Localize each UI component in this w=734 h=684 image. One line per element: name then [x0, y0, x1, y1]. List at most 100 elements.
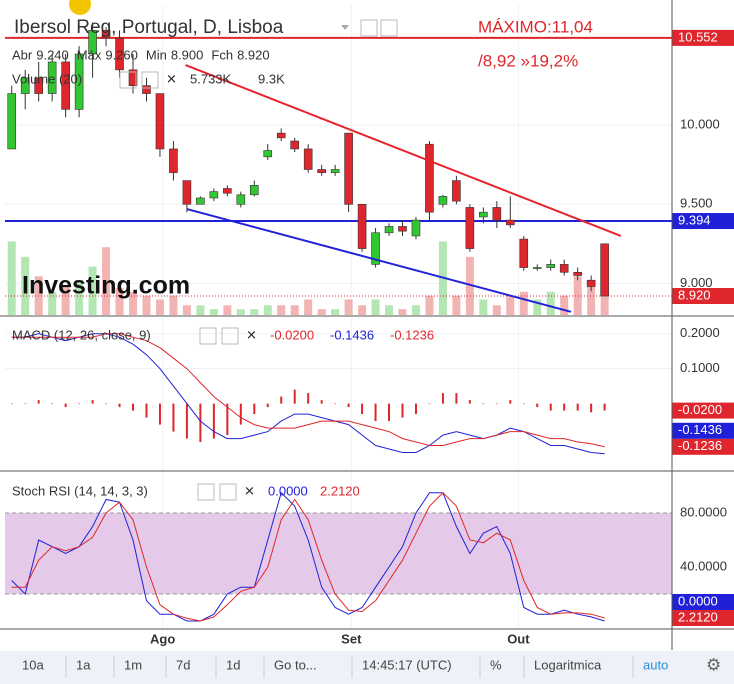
toolbar-button[interactable]: 1a: [76, 657, 91, 672]
settings-icon[interactable]: [380, 19, 398, 37]
candle-body: [34, 77, 43, 94]
settings-icon[interactable]: [199, 327, 217, 345]
volume-title: Volume (20): [12, 71, 82, 86]
histogram-bar: [226, 403, 229, 436]
candle-body: [384, 226, 394, 234]
candle-body: [303, 148, 313, 170]
candle-body: [142, 85, 151, 94]
ohlc-value: 8.920: [237, 47, 270, 62]
volume-bar: [21, 256, 30, 315]
close-icon[interactable]: ✕: [166, 71, 177, 86]
histogram-bar: [414, 403, 417, 415]
toolbar-button[interactable]: 14:45:17 (UTC): [362, 657, 452, 672]
candle-body: [317, 169, 326, 173]
candle-body: [263, 150, 273, 158]
histogram-bar: [10, 403, 13, 405]
volume-bar: [465, 256, 474, 315]
candle-body: [479, 211, 488, 218]
settings-icon[interactable]: [219, 483, 237, 501]
band: [5, 512, 672, 594]
candle-body: [236, 194, 246, 205]
volume-bar: [75, 280, 84, 315]
candle-body: [492, 207, 502, 221]
candle-body: [344, 132, 353, 205]
histogram-bar: [212, 403, 215, 439]
settings-icon[interactable]: [221, 327, 239, 345]
histogram-bar: [455, 393, 458, 404]
ohlc-value: 9.240: [36, 47, 69, 62]
candle-body: [425, 143, 434, 213]
y-tick-label: 10.000: [680, 117, 720, 132]
volume-bar: [7, 241, 16, 315]
settings-icon[interactable]: [197, 483, 215, 501]
y-tick-label: 80.0000: [680, 504, 727, 519]
volume-bar: [182, 305, 191, 315]
histogram-bar: [118, 403, 121, 408]
volume-bar: [479, 299, 488, 315]
price-tag: [672, 402, 734, 419]
candle-body: [128, 69, 138, 86]
toolbar-button[interactable]: %: [490, 657, 502, 672]
dropdown-icon[interactable]: [341, 25, 349, 30]
volume-bar: [102, 247, 111, 315]
candle-body: [223, 188, 232, 194]
price-tag: [672, 29, 734, 46]
close-icon[interactable]: ✕: [244, 483, 255, 498]
candle-body: [249, 185, 259, 196]
trendline: [185, 64, 622, 237]
series-line: [11, 491, 605, 622]
volume-bar: [398, 309, 407, 315]
histogram-bar: [172, 403, 175, 432]
toolbar-button[interactable]: 10a: [22, 657, 44, 672]
toolbar-button[interactable]: Logaritmica: [534, 657, 602, 672]
volume-bar: [425, 295, 434, 315]
volume-bar: [196, 305, 205, 315]
ohlc-label: Fch: [211, 47, 233, 62]
histogram-bar: [185, 403, 188, 439]
candle-body: [532, 267, 542, 269]
candle-body: [155, 93, 165, 150]
histogram-bar: [158, 403, 161, 425]
pane-title: Stoch RSI (14, 14, 3, 3): [12, 483, 148, 498]
candle-body: [47, 61, 57, 94]
volume-bar: [48, 291, 57, 315]
histogram-bar: [347, 403, 350, 408]
volume-bar: [573, 276, 582, 315]
toolbar-button[interactable]: 1d: [226, 657, 240, 672]
volume-bar: [492, 305, 501, 315]
candle-body: [182, 180, 192, 205]
toolbar-button[interactable]: 7d: [176, 657, 190, 672]
series-line: [11, 491, 605, 622]
trendline: [186, 208, 572, 313]
y-tick-label: 9.500: [680, 196, 713, 211]
price-tag-label: -0.1236: [678, 438, 722, 453]
toolbar-button[interactable]: 1m: [124, 657, 142, 672]
volume-bar: [304, 299, 313, 315]
x-tick-label: Out: [507, 631, 530, 646]
watermark: Investing.com: [22, 272, 190, 300]
close-icon[interactable]: ✕: [246, 327, 257, 342]
candle-body: [74, 53, 84, 110]
y-tick-label: 40.0000: [680, 558, 727, 573]
price-tag-label: 9.394: [678, 212, 711, 227]
settings-icon[interactable]: [119, 71, 137, 89]
volume-bar: [587, 280, 596, 315]
candle-body: [20, 77, 30, 94]
histogram-bar: [105, 403, 108, 405]
volume-bar: [277, 305, 286, 315]
volume-bar: [61, 285, 70, 315]
volume-bar: [236, 309, 245, 315]
volume-bar: [371, 299, 380, 315]
settings-icon[interactable]: [141, 71, 159, 89]
toolbar-button[interactable]: Go to...: [274, 657, 317, 672]
gear-icon[interactable]: ⚙: [706, 655, 721, 674]
volume-bar: [519, 291, 528, 315]
toolbar-button[interactable]: auto: [643, 657, 668, 672]
legend-value: -0.1236: [390, 327, 434, 342]
candle-body: [7, 93, 17, 150]
settings-icon[interactable]: [360, 19, 378, 37]
x-tick-label: Ago: [150, 631, 175, 646]
volume-bar: [546, 291, 555, 315]
histogram-bar: [24, 403, 27, 405]
